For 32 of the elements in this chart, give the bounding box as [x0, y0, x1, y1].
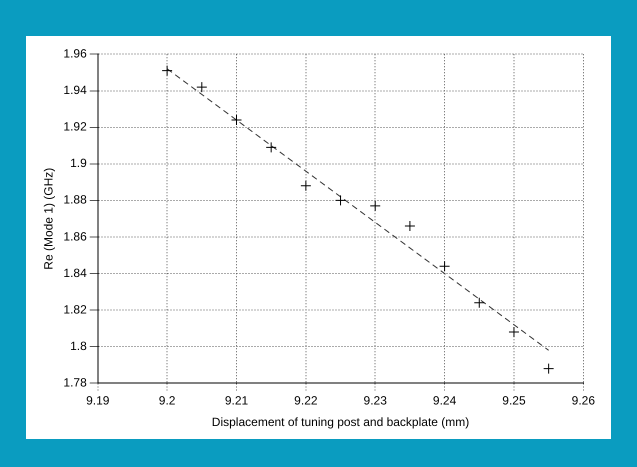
point	[300, 180, 312, 192]
y-tick-label: 1.92	[63, 120, 88, 134]
point	[439, 260, 450, 272]
point	[508, 326, 520, 338]
point	[230, 114, 242, 126]
point	[162, 65, 173, 76]
point	[543, 363, 554, 374]
x-tick-label: 9.25	[502, 394, 526, 408]
point	[404, 220, 416, 232]
x-tick-label: 9.24	[432, 394, 457, 408]
y-tick-label: 1.82	[63, 302, 88, 316]
point	[196, 82, 208, 93]
y-tick-label: 1.8	[70, 338, 88, 353]
x-tick-label: 9.19	[86, 394, 110, 408]
point	[474, 297, 485, 308]
y-tick-label: 1.96	[63, 46, 88, 61]
y-tick-label: 1.78	[63, 376, 88, 390]
x-tick-label: 9.22	[294, 394, 318, 408]
y-axis-title: Re (Mode 1) (GHz)	[42, 168, 56, 270]
y-tick-label: 1.9	[70, 156, 88, 170]
point	[266, 142, 277, 153]
x-tick-label: 9.2	[158, 394, 176, 408]
point	[335, 194, 346, 206]
point	[370, 200, 381, 212]
y-tick-label: 1.86	[63, 229, 88, 244]
y-tick-label: 1.88	[63, 192, 88, 207]
x-tick-label: 9.21	[224, 394, 248, 408]
x-tick-label: 9.23	[364, 394, 388, 408]
y-tick-label: 1.94	[63, 83, 88, 98]
y-tick-label: 1.84	[63, 266, 88, 280]
x-axis-title: Displacement of tuning post and backplate (mm)	[212, 415, 470, 430]
x-tick-label: 9.26	[572, 394, 596, 408]
